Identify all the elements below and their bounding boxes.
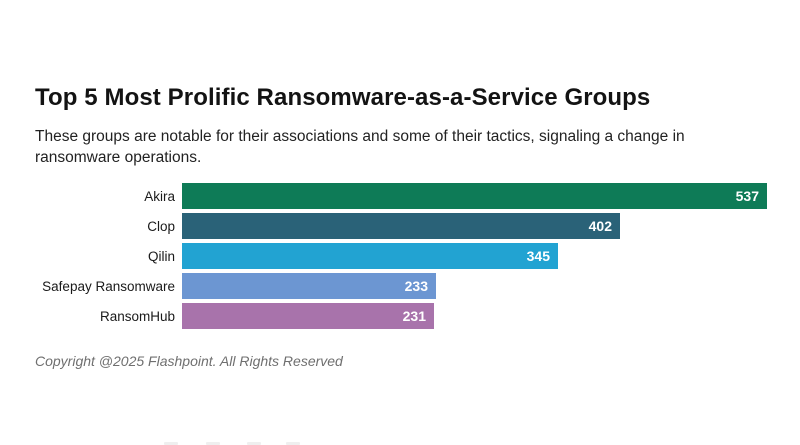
bar-value: 345: [526, 248, 550, 264]
bar-label: Akira: [144, 188, 175, 204]
bar-label: Qilin: [147, 248, 175, 264]
chart-row: Clop 402: [0, 213, 800, 239]
cutoff-smudge: [247, 442, 261, 445]
chart-row: Akira 537: [0, 183, 800, 209]
bar: 537: [182, 183, 767, 209]
bar: 402: [182, 213, 620, 239]
bar: 231: [182, 303, 434, 329]
cutoff-smudge: [164, 442, 178, 445]
bar: 233: [182, 273, 436, 299]
bar-label: RansomHub: [99, 308, 175, 324]
bar-value: 233: [404, 278, 428, 294]
cutoff-smudge: [206, 442, 220, 445]
cutoff-content-strip: [0, 441, 800, 445]
bar-value: 231: [402, 308, 426, 324]
chart-row: Qilin 345: [0, 243, 800, 269]
bar: 345: [182, 243, 558, 269]
bar-label: Safepay Ransomware: [42, 278, 175, 294]
cutoff-smudge: [286, 442, 300, 445]
bar-label: Clop: [147, 218, 175, 234]
bar-chart: Akira 537 Clop 402 Qilin 345 Safepay Ransomwar…: [0, 183, 800, 333]
chart-subtitle: These groups are notable for their assoc…: [35, 128, 685, 166]
bar-value: 537: [735, 188, 759, 204]
chart-row: Safepay Ransomware 233: [0, 273, 800, 299]
bar-value: 402: [588, 218, 612, 234]
chart-row: RansomHub 231: [0, 303, 800, 329]
copyright-notice: Copyright @2025 Flashpoint. All Rights R…: [35, 353, 343, 369]
chart-title: Top 5 Most Prolific Ransomware-as-a-Serv…: [35, 84, 651, 111]
